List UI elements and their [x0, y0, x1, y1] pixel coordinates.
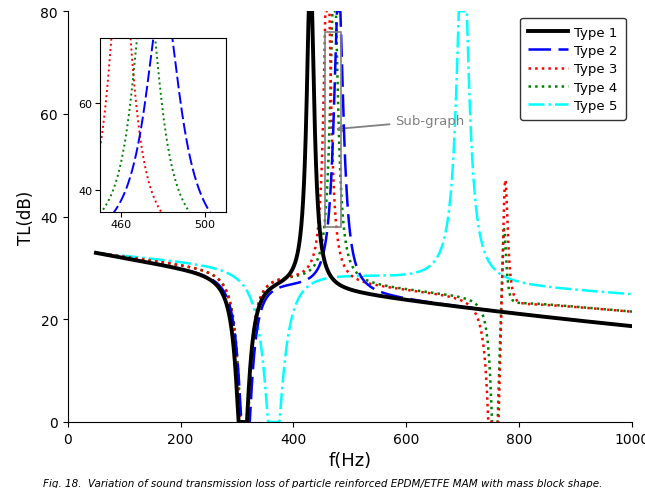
Type 1: [519, 312, 526, 318]
Type 2: [92, 250, 100, 256]
Type 4: [519, 301, 526, 306]
Bar: [325, 33, 341, 227]
Type 2: [286, 282, 294, 288]
Type 5: [264, 419, 272, 425]
Type 1: [410, 298, 417, 304]
Text: Fig. 18.  Variation of sound transmission loss of particle reinforced EPDM/ETFE : Fig. 18. Variation of sound transmission…: [43, 478, 602, 488]
Line: Type 3: Type 3: [96, 12, 632, 422]
Text: Sub-graph: Sub-graph: [338, 115, 464, 132]
Type 2: [433, 301, 441, 306]
Type 4: [490, 419, 497, 425]
Type 3: [628, 309, 636, 315]
Type 5: [490, 265, 497, 271]
Type 5: [455, 9, 462, 15]
Line: Type 5: Type 5: [96, 12, 632, 422]
Type 5: [628, 292, 636, 298]
Type 4: [119, 254, 127, 260]
Type 1: [433, 301, 441, 307]
X-axis label: f(Hz): f(Hz): [328, 451, 372, 469]
Type 4: [328, 9, 336, 15]
Type 3: [321, 9, 329, 15]
Type 3: [410, 288, 417, 294]
Type 3: [519, 301, 526, 306]
Type 1: [92, 250, 100, 256]
Line: Type 4: Type 4: [96, 12, 632, 422]
Type 1: [628, 324, 636, 329]
Type 2: [119, 255, 127, 261]
Line: Type 1: Type 1: [96, 12, 632, 422]
Type 2: [519, 311, 526, 317]
Type 2: [333, 9, 341, 15]
Type 5: [519, 280, 526, 286]
Type 3: [119, 254, 127, 260]
Type 5: [433, 256, 441, 262]
Type 3: [92, 250, 100, 256]
Type 2: [237, 419, 245, 425]
Type 3: [490, 419, 497, 425]
Type 4: [92, 250, 100, 256]
Type 4: [433, 291, 441, 297]
Type 3: [286, 274, 294, 280]
Type 4: [410, 287, 417, 293]
Type 1: [490, 308, 497, 314]
Type 5: [410, 271, 417, 277]
Legend: Type 1, Type 2, Type 3, Type 4, Type 5: Type 1, Type 2, Type 3, Type 4, Type 5: [520, 19, 626, 121]
Type 1: [305, 9, 313, 15]
Type 4: [286, 275, 294, 281]
Type 5: [92, 251, 100, 257]
Type 1: [235, 419, 243, 425]
Type 4: [628, 309, 636, 315]
Type 5: [286, 323, 294, 328]
Type 3: [433, 292, 441, 298]
Type 2: [410, 297, 417, 303]
Y-axis label: TL(dB): TL(dB): [17, 190, 35, 244]
Type 1: [286, 271, 294, 277]
Type 2: [628, 324, 636, 329]
Type 3: [236, 419, 244, 425]
Type 2: [490, 308, 497, 314]
Type 5: [119, 253, 127, 259]
Type 4: [237, 419, 244, 425]
Line: Type 2: Type 2: [96, 12, 632, 422]
Type 1: [119, 255, 127, 261]
